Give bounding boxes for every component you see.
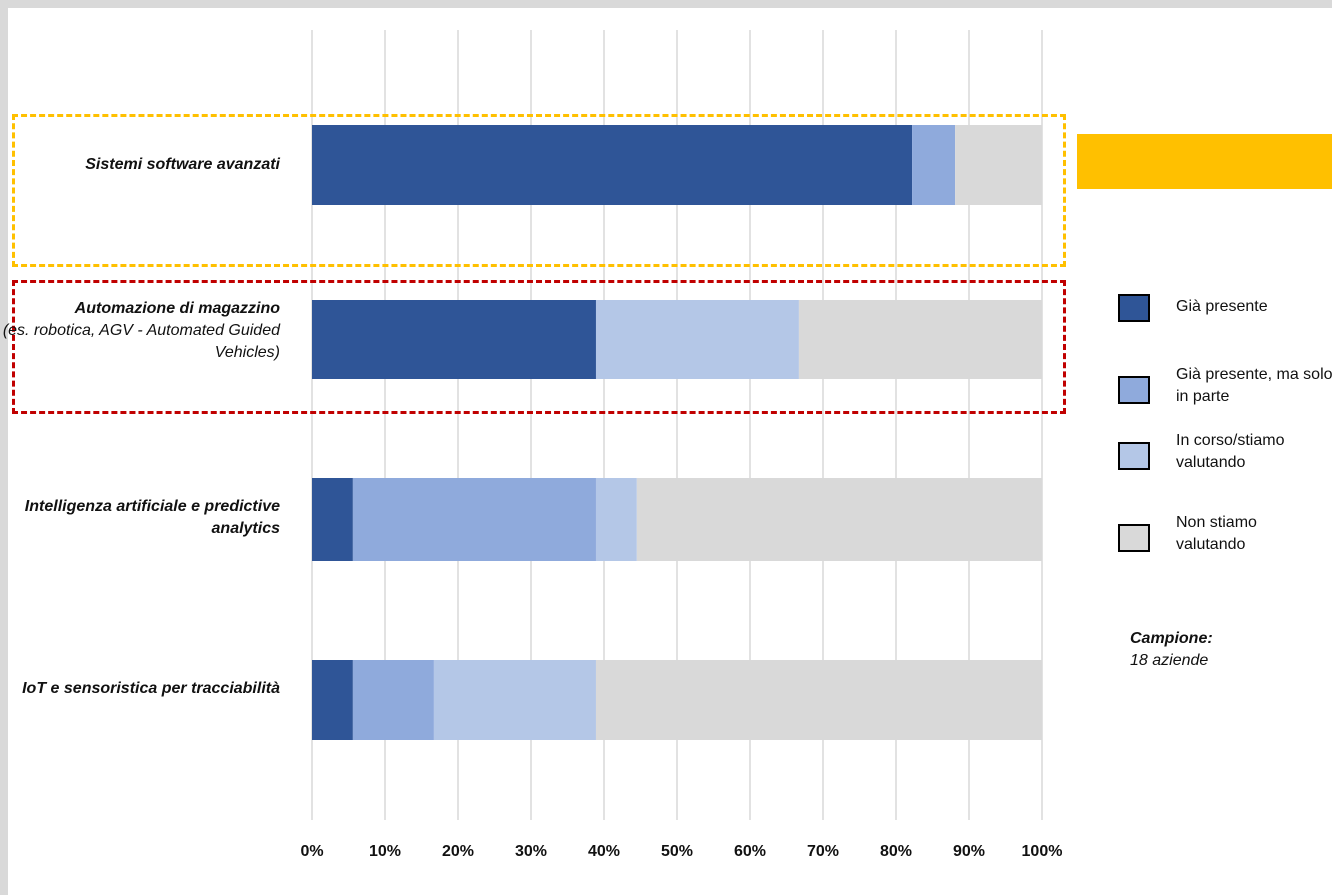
bar-segment <box>312 300 596 379</box>
x-tick-label: 80% <box>879 843 913 860</box>
bar-segment <box>352 660 434 740</box>
category-label-main: Sistemi software avanzati <box>85 156 280 173</box>
sample-value: 18 aziende <box>1130 652 1209 669</box>
bars <box>312 125 1042 740</box>
x-tick-label: 60% <box>733 843 767 860</box>
bar-segment <box>312 478 353 561</box>
bar-segment <box>595 300 799 379</box>
bar-segment <box>312 660 353 740</box>
x-tick-label: 20% <box>441 843 475 860</box>
category-label-software: Sistemi software avanzati <box>0 154 280 176</box>
accent-bar <box>1077 134 1332 189</box>
bar-segment <box>636 478 1042 561</box>
bar-segment <box>798 300 1042 379</box>
x-tick-label: 10% <box>368 843 402 860</box>
highlight-box-software <box>12 114 1066 267</box>
legend-label: Già presente, ma solo in parte <box>1176 366 1332 405</box>
x-tick-label: 50% <box>660 843 694 860</box>
category-label-note: (es. robotica, AGV - Automated Guided Ve… <box>2 322 280 361</box>
legend-label: Non stiamo valutando <box>1176 514 1257 553</box>
legend-swatch <box>1118 442 1150 470</box>
legend-swatch <box>1118 376 1150 404</box>
bar-segment <box>352 478 596 561</box>
category-label-iot: IoT e sensoristica per tracciabilità <box>0 678 280 700</box>
x-tick-label: 0% <box>300 843 324 860</box>
bar-segment <box>433 660 596 740</box>
legend-swatch <box>1118 294 1150 322</box>
legend-swatch <box>1118 524 1150 552</box>
x-tick-label: 100% <box>1021 843 1063 860</box>
bar-segment <box>955 125 1042 205</box>
sample-note: Campione: 18 aziende <box>1130 628 1213 672</box>
x-tick-label: 90% <box>952 843 986 860</box>
legend-label: In corso/stiamo valutando <box>1176 432 1285 471</box>
highlight-box-automation <box>12 280 1066 414</box>
category-label-main: Automazione di magazzino <box>74 300 280 317</box>
category-label-main: Intelligenza artificiale e predictive an… <box>24 498 280 537</box>
x-tick-label: 70% <box>806 843 840 860</box>
bar-segment <box>312 125 913 205</box>
sample-title: Campione: <box>1130 630 1213 647</box>
bar-segment <box>595 478 637 561</box>
category-label-ai: Intelligenza artificiale e predictive an… <box>0 496 280 540</box>
category-label-automation: Automazione di magazzino (es. robotica, … <box>0 298 280 364</box>
legend-label: Già presente <box>1176 298 1268 315</box>
bar-segment <box>912 125 956 205</box>
x-tick-label: 40% <box>587 843 621 860</box>
category-label-main: IoT e sensoristica per tracciabilità <box>22 680 280 697</box>
x-tick-label: 30% <box>514 843 548 860</box>
bar-segment <box>595 660 1042 740</box>
